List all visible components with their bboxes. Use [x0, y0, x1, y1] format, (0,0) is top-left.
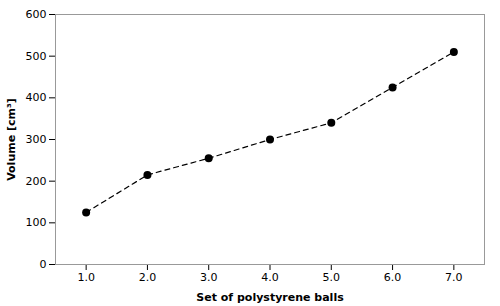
svg-text:4.0: 4.0	[261, 271, 279, 284]
svg-text:3.0: 3.0	[200, 271, 218, 284]
svg-text:1.0: 1.0	[77, 271, 95, 284]
svg-text:500: 500	[26, 50, 47, 63]
svg-text:600: 600	[26, 8, 47, 21]
svg-text:100: 100	[26, 216, 47, 229]
svg-text:400: 400	[26, 91, 47, 104]
svg-text:Set of polystyrene balls: Set of polystyrene balls	[196, 291, 344, 304]
svg-text:200: 200	[26, 175, 47, 188]
svg-text:7.0: 7.0	[445, 271, 463, 284]
svg-text:6.0: 6.0	[384, 271, 402, 284]
svg-text:5.0: 5.0	[323, 271, 341, 284]
svg-text:2.0: 2.0	[139, 271, 157, 284]
svg-text:300: 300	[26, 133, 47, 146]
svg-text:Volume [cm³]: Volume [cm³]	[5, 98, 18, 181]
svg-text:0: 0	[40, 258, 47, 271]
